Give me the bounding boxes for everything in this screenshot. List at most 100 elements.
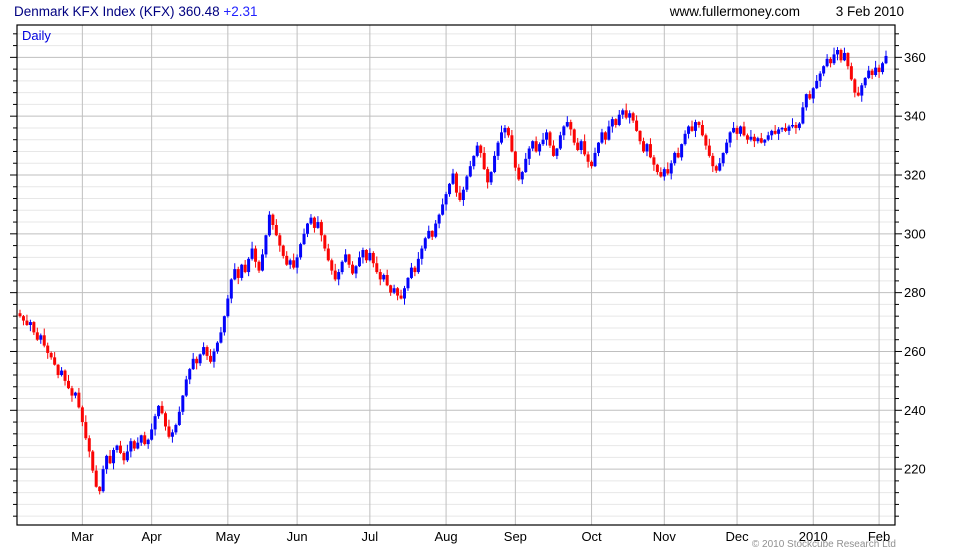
candle-down [752, 136, 756, 142]
candle-down [635, 120, 639, 131]
candle-up [718, 163, 722, 171]
candle-down [63, 370, 67, 381]
candle-down [666, 169, 670, 174]
candle-up [777, 129, 781, 134]
candle-down [697, 122, 701, 125]
candle-up [461, 189, 465, 200]
candle-down [603, 132, 607, 140]
candle-down [784, 127, 788, 131]
candle-up [354, 266, 358, 274]
x-axis-month-label: 2010 [799, 529, 828, 544]
candle-up [680, 144, 684, 158]
x-axis-month-label: Feb [868, 529, 890, 544]
candle-up [240, 264, 244, 278]
candle-up [247, 258, 251, 273]
candle-down [326, 248, 330, 261]
candle-up [884, 55, 888, 64]
candle-down [94, 470, 98, 487]
candle-up [867, 70, 871, 78]
candle-up [28, 322, 32, 325]
candle-up [368, 252, 372, 261]
website-link[interactable]: www.fullermoney.com [669, 4, 800, 19]
candle-down [108, 455, 112, 464]
candle-down [257, 261, 261, 271]
candle-down [77, 392, 81, 408]
candle-down [281, 245, 285, 256]
candle-down [330, 260, 334, 271]
candle-down [853, 79, 857, 93]
candle-down [84, 422, 88, 439]
candle-down [87, 438, 91, 452]
candle-down [209, 355, 213, 362]
y-axis-label: 360 [904, 50, 926, 65]
candle-down [195, 358, 199, 364]
x-axis-month-label: Oct [581, 529, 602, 544]
candle-up [531, 141, 535, 149]
candle-down [704, 135, 708, 146]
candle-up [790, 125, 794, 127]
candle-up [503, 127, 507, 133]
candle-down [614, 119, 618, 125]
candle-up [863, 77, 867, 86]
y-axis-label: 320 [904, 168, 926, 183]
candle-up [801, 107, 805, 124]
candle-up [302, 233, 306, 245]
candle-up [749, 136, 753, 140]
candle-down [773, 130, 777, 134]
candle-up [101, 469, 105, 492]
x-axis-month-label: Jun [287, 529, 308, 544]
candle-up [562, 126, 566, 136]
candle-up [267, 214, 271, 236]
candle-down [856, 92, 860, 96]
candle-down [551, 145, 555, 156]
candle-up [39, 335, 43, 340]
candle-down [586, 154, 590, 162]
candle-up [628, 113, 632, 118]
candle-up [139, 435, 143, 443]
candle-up [73, 392, 77, 396]
candle-down [534, 141, 538, 152]
chart-date: 3 Feb 2010 [835, 4, 904, 19]
candle-down [347, 254, 351, 265]
candle-up [215, 342, 219, 352]
candle-down [714, 166, 718, 171]
candle-up [687, 126, 691, 134]
candle-up [361, 250, 365, 258]
candle-up [565, 122, 569, 127]
candle-up [725, 142, 729, 153]
candle-down [849, 66, 853, 80]
candle-down [371, 252, 375, 264]
candle-down [399, 295, 403, 299]
candle-up [409, 267, 413, 278]
candle-down [517, 167, 521, 180]
candle-up [403, 288, 407, 299]
candle-up [728, 132, 732, 143]
candle-down [794, 125, 798, 128]
candle-up [739, 126, 743, 134]
candle-up [444, 194, 448, 205]
candle-down [735, 127, 739, 134]
candle-up [288, 260, 292, 265]
candle-down [312, 217, 316, 228]
candle-down [53, 357, 57, 365]
candle-down [205, 347, 209, 356]
candle-down [385, 275, 389, 286]
candle-up [662, 169, 666, 177]
candle-up [468, 166, 472, 177]
candle-up [596, 142, 600, 153]
candle-up [538, 144, 542, 152]
candle-up [780, 127, 784, 130]
candle-up [427, 230, 431, 239]
candle-down [351, 264, 355, 274]
candle-up [233, 269, 237, 280]
candle-up [125, 451, 129, 461]
candle-down [548, 132, 552, 146]
candle-up [610, 119, 614, 127]
candle-down [333, 270, 337, 280]
candle-up [150, 429, 154, 440]
candle-down [160, 405, 164, 414]
candle-up [177, 411, 181, 425]
candle-down [486, 169, 490, 183]
candle-up [763, 139, 767, 143]
